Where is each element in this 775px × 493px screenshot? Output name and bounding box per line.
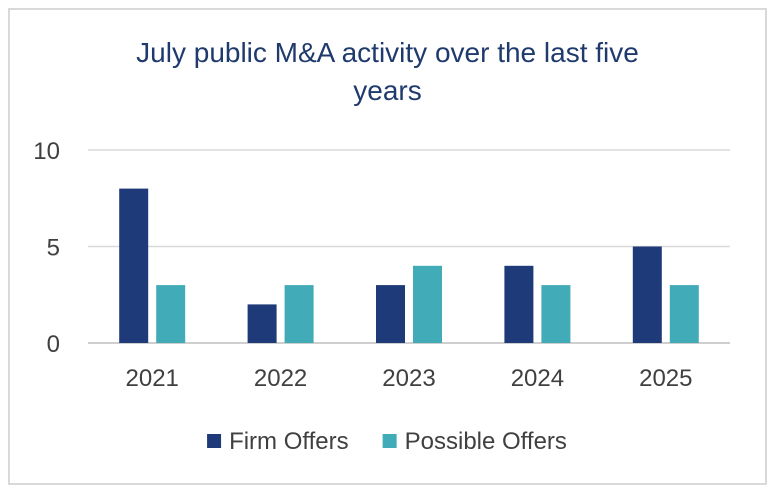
bar-firm-offers — [119, 188, 149, 343]
x-tick-label: 2025 — [639, 365, 692, 392]
x-tick-label: 2021 — [126, 365, 179, 392]
bar-possible-offers — [284, 285, 314, 343]
legend-label-firm-offers: Firm Offers — [229, 428, 349, 455]
bar-possible-offers — [669, 285, 699, 343]
bar-firm-offers — [632, 246, 662, 343]
legend-swatch-possible-offers — [382, 434, 397, 448]
y-tick-label: 10 — [33, 138, 60, 165]
bar-firm-offers — [376, 285, 405, 343]
chart-title-text: July public M&A activity over the last f… — [136, 37, 639, 106]
bar-firm-offers — [247, 304, 277, 343]
bar-possible-offers — [413, 265, 442, 343]
legend-label-possible-offers: Possible Offers — [405, 428, 567, 455]
chart-title: July public M&A activity over the last f… — [0, 34, 775, 110]
x-tick-label: 2023 — [382, 365, 435, 392]
x-tick-label: 2022 — [254, 365, 307, 392]
bar-firm-offers — [504, 265, 534, 343]
x-tick-label: 2024 — [511, 365, 564, 392]
bar-possible-offers — [541, 285, 571, 343]
y-tick-label: 0 — [47, 331, 60, 358]
legend-swatch-firm-offers — [207, 434, 222, 448]
y-tick-label: 5 — [47, 235, 60, 262]
bar-possible-offers — [156, 285, 186, 343]
